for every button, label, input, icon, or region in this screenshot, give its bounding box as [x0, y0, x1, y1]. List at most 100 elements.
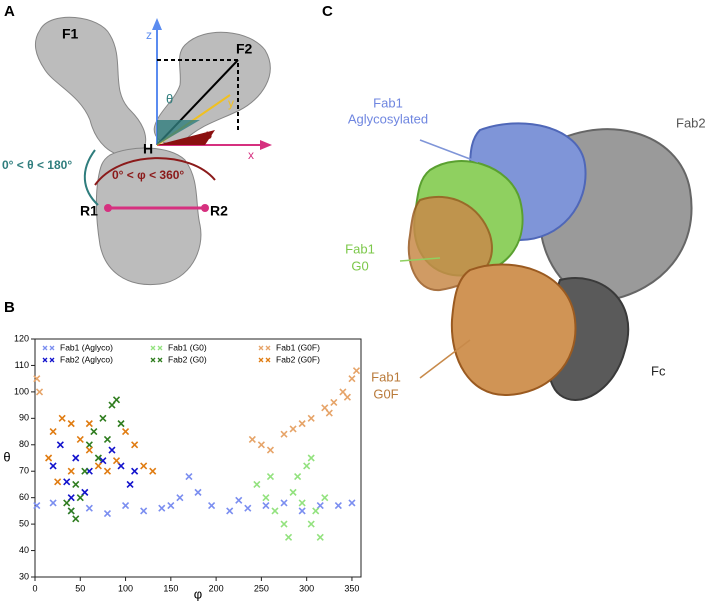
y-tick-label: 70: [19, 466, 29, 476]
x-tick-label: 100: [118, 583, 133, 593]
point: [294, 472, 302, 481]
point: [298, 499, 306, 507]
x-tick-label: 50: [75, 583, 85, 593]
panel-label: C: [322, 3, 333, 20]
y-tick-label: 110: [15, 360, 29, 370]
panel-b: B φ θ 0 50 100 150 200 250 300 350 30 40 50 60 70 80 9…: [3, 299, 362, 601]
point: [108, 446, 116, 454]
axis-label: x: [248, 148, 254, 162]
point: [303, 462, 311, 470]
fab1-aglyco-label: Aglycosylated: [348, 111, 428, 126]
fab2-label: Fab2: [676, 115, 706, 130]
point: [284, 533, 293, 541]
point: [63, 478, 71, 486]
point: [140, 462, 148, 470]
x-tick-label: 250: [254, 583, 269, 593]
point: [131, 441, 139, 449]
point: [76, 494, 84, 502]
fab1-g0f-label: Fab1: [371, 369, 401, 384]
panel-a: A z y x F1 F2 θ Φ H 0° <: [2, 3, 272, 286]
fab1-aglyco-label: Fab1: [373, 95, 403, 110]
x-tick-label: 350: [344, 583, 359, 593]
point: [262, 502, 270, 510]
point: [289, 488, 297, 496]
point: [72, 454, 80, 462]
point: [85, 441, 93, 449]
y-axis-label: θ: [3, 449, 10, 464]
hinge-label: H: [143, 141, 153, 157]
residue-label: R2: [210, 203, 228, 219]
x-tick-label: 200: [209, 583, 224, 593]
molecule-render: [399, 122, 693, 401]
point: [140, 507, 148, 515]
point: [307, 454, 315, 462]
point: [35, 388, 44, 396]
point: [103, 435, 112, 444]
point: [307, 520, 315, 528]
legend-label: Fab2 (Aglyco): [60, 354, 113, 364]
range-label: 0° < φ < 360°: [112, 168, 184, 182]
fab1-g0f-label: G0F: [373, 386, 398, 401]
point: [85, 446, 93, 454]
point: [56, 441, 64, 449]
point: [49, 427, 57, 436]
point: [49, 462, 57, 470]
axis-label: y: [228, 96, 234, 110]
point: [176, 494, 184, 502]
point: [343, 393, 351, 401]
legend-label: Fab2 (G0): [168, 354, 207, 364]
point: [325, 409, 333, 417]
x-tick-label: 0: [32, 583, 37, 593]
y-tick-label: 100: [14, 386, 29, 396]
legend-label: Fab1 (G0): [168, 342, 207, 352]
point: [90, 427, 98, 436]
point: [72, 480, 80, 489]
point: [112, 396, 121, 404]
point: [131, 467, 139, 475]
point: [334, 502, 342, 510]
point: [262, 494, 270, 502]
point: [149, 467, 157, 475]
point: [266, 446, 275, 454]
point: [185, 472, 193, 481]
fc-label: Fc: [651, 363, 666, 378]
point: [312, 507, 320, 515]
point: [72, 515, 80, 523]
panel-label: B: [4, 299, 15, 316]
y-tick-label: 60: [19, 492, 29, 502]
point: [67, 420, 75, 428]
point: [280, 499, 288, 507]
point: [121, 427, 130, 436]
legend-marker: [42, 345, 55, 351]
x-axis-label: φ: [194, 586, 202, 601]
point: [298, 420, 306, 428]
y-tick-label: 90: [19, 413, 29, 423]
axes-arrows: [83, 18, 272, 212]
point: [266, 472, 275, 481]
point: [321, 494, 329, 502]
point: [253, 480, 261, 489]
y-tick-label: 80: [19, 439, 29, 449]
point: [85, 420, 93, 428]
point: [280, 430, 288, 438]
range-label: 0° < θ < 180°: [2, 158, 72, 172]
y-tick-label: 50: [19, 518, 29, 528]
point: [248, 435, 256, 444]
point: [158, 504, 166, 512]
angle-label: Φ: [202, 128, 212, 143]
y-tick-label: 30: [19, 571, 29, 581]
axis-label: z: [146, 28, 152, 42]
point: [67, 507, 75, 515]
legend-marker: [150, 357, 163, 363]
point: [226, 507, 234, 515]
point: [235, 496, 243, 504]
panel-c: C Fab1 Aglycosylated Fab2 Fab1 G0 Fab1 G…: [322, 3, 706, 401]
point: [208, 502, 216, 510]
point: [330, 398, 338, 407]
domain-label: F1: [62, 26, 79, 42]
legend-marker: [258, 345, 271, 351]
point: [103, 467, 112, 475]
point: [194, 488, 202, 496]
point: [33, 375, 41, 383]
point: [316, 533, 324, 541]
